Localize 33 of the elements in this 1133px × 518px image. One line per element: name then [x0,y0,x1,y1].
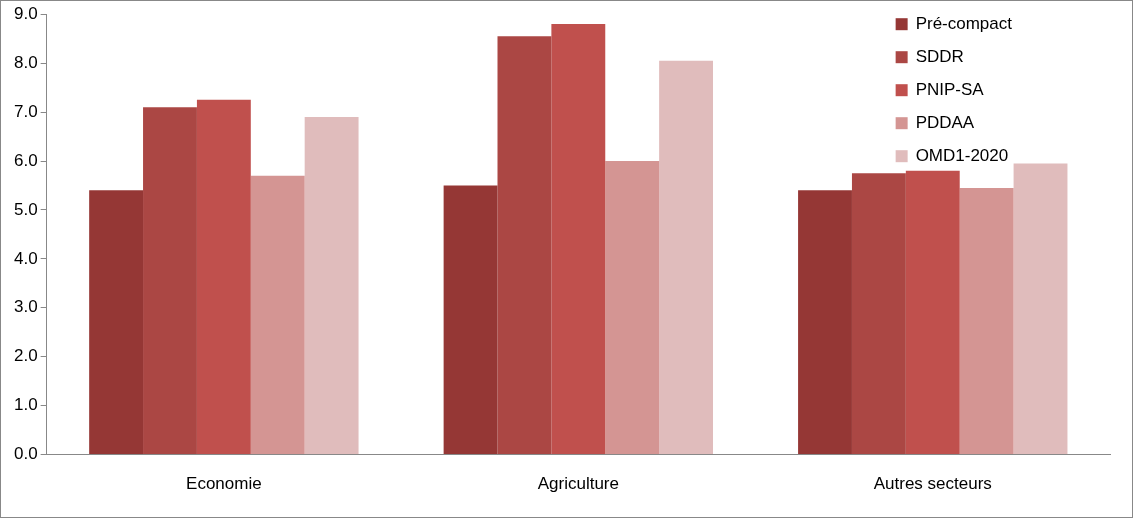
bar [250,175,305,455]
y-tick-label: 5.0 [13,199,38,219]
x-tick-label: Autres secteurs [873,474,992,494]
bar [551,23,606,455]
y-tick-label: 2.0 [13,346,38,366]
bar [143,107,197,455]
bar [798,190,852,455]
y-tick-label: 1.0 [13,395,38,415]
x-tick-label: Economie [186,474,262,494]
bar [851,173,906,455]
bar [959,187,1014,455]
bar [304,116,359,455]
bar [1013,163,1068,455]
y-tick-label: 3.0 [13,297,38,317]
bar [605,161,660,455]
y-tick-label: 8.0 [13,52,38,72]
y-tick-label: 7.0 [13,101,38,121]
bar [497,36,552,455]
y-tick-label: 4.0 [13,248,38,268]
y-tick-label: 9.0 [13,3,38,23]
x-tick-label: Agriculture [537,474,619,494]
legend-label: OMD1-2020 [915,145,1009,165]
legend-label: Pré-compact [915,13,1013,33]
y-tick-label: 6.0 [13,150,38,170]
y-tick-label: 0.0 [13,444,38,464]
bar [443,185,498,455]
bar [196,99,251,455]
legend-label: SDDR [915,46,964,66]
bar [89,190,144,455]
bar [905,170,960,455]
legend-label: PNIP-SA [915,79,985,99]
legend-label: PDDAA [915,112,975,132]
bar [659,60,714,455]
